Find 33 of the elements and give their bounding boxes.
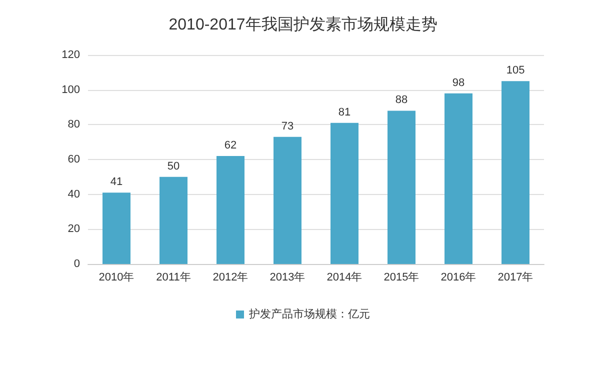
bar <box>502 81 530 264</box>
y-tick-label: 40 <box>68 188 80 200</box>
chart-title: 2010-2017年我国护发素市场规模走势 <box>168 16 438 34</box>
x-tick-label: 2013年 <box>270 272 306 284</box>
bar <box>216 156 244 264</box>
bar <box>388 110 416 264</box>
data-label: 62 <box>224 140 237 152</box>
x-tick-label: 2012年 <box>212 272 248 284</box>
x-tick-label: 2016年 <box>440 272 476 284</box>
y-tick-label: 100 <box>62 84 80 96</box>
bar <box>102 192 130 264</box>
x-tick-label: 2017年 <box>498 272 534 284</box>
y-tick-label: 0 <box>74 258 80 270</box>
y-tick-label: 20 <box>68 223 80 236</box>
bar <box>444 93 472 264</box>
x-tick-label: 2011年 <box>156 272 191 284</box>
x-tick-label: 2010年 <box>98 272 134 284</box>
data-label: 98 <box>452 76 465 89</box>
data-label: 41 <box>110 176 123 188</box>
y-tick-label: 120 <box>62 49 80 61</box>
data-label: 105 <box>506 64 525 77</box>
data-label: 88 <box>395 94 408 106</box>
data-label: 73 <box>281 120 294 132</box>
x-tick-label: 2015年 <box>384 272 420 284</box>
data-label: 50 <box>167 160 180 172</box>
bar <box>160 176 188 264</box>
x-tick-label: 2014年 <box>326 272 362 284</box>
bar <box>274 136 302 264</box>
bar <box>330 122 358 264</box>
legend-label: 护发产品市场规模：亿元 <box>248 308 370 320</box>
y-tick-label: 60 <box>68 154 80 166</box>
y-tick-label: 80 <box>68 118 80 131</box>
data-label: 81 <box>338 106 351 118</box>
